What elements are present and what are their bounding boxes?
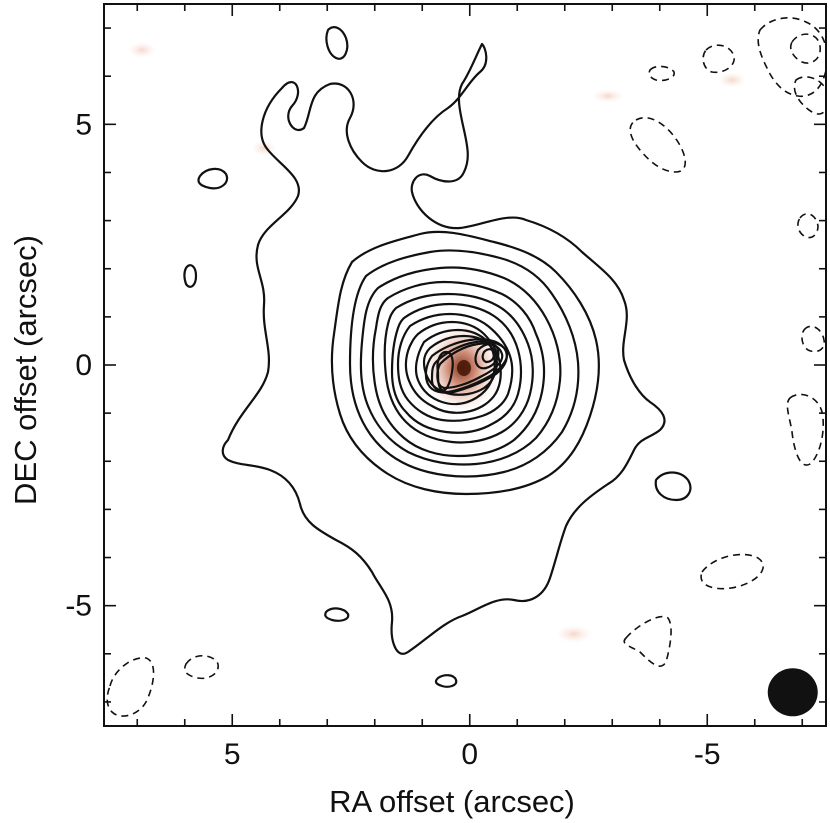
x-tick-label: 0 [461, 738, 478, 771]
y-tick-label: 5 [75, 108, 92, 141]
contour-level-15 [436, 350, 454, 392]
contour-negative [757, 17, 826, 98]
contour-level-2 [330, 230, 600, 496]
contour-negative [623, 615, 672, 667]
emission-blob [718, 72, 746, 88]
x-tick-label: -5 [694, 738, 721, 771]
contour-island [183, 264, 198, 288]
contour-negative [786, 393, 825, 466]
negative-contours [106, 17, 826, 717]
contour-island [325, 26, 349, 60]
contour-level-9 [404, 320, 502, 414]
contour-level-4 [359, 266, 562, 466]
positive-contours [183, 26, 692, 688]
contour-negative [648, 65, 675, 82]
y-axis-title: DEC offset (arcsec) [8, 235, 43, 505]
contour-negative [106, 657, 155, 717]
contour-level-17 [481, 348, 496, 364]
contour-level-8 [396, 312, 514, 422]
contour-level-7 [390, 302, 523, 434]
y-tick-labels: 5 0 -5 [65, 108, 92, 622]
contour-level-6 [383, 292, 534, 444]
contour-level-1 [221, 42, 666, 655]
contour-negative [183, 654, 219, 680]
contour-negative [700, 553, 764, 590]
contour-island [324, 607, 350, 622]
contour-level-10 [414, 328, 496, 406]
beam-ellipse [767, 668, 818, 717]
contour-negative [629, 117, 687, 173]
contour-island [654, 471, 692, 502]
emission-blob [592, 89, 624, 103]
contour-island [434, 674, 458, 688]
contour-level-12 [424, 338, 508, 394]
emission-peak [457, 360, 471, 376]
contour-negative [801, 325, 826, 353]
contour-negative [789, 33, 822, 64]
emission-blob [556, 625, 592, 643]
contour-island [197, 167, 229, 190]
contour-level-3 [348, 249, 580, 478]
contour-level-14 [436, 342, 504, 390]
x-tick-label: 5 [224, 738, 241, 771]
contour-negative [797, 213, 819, 239]
y-tick-label: -5 [65, 590, 92, 623]
contour-level-11 [422, 334, 498, 396]
x-tick-labels: 5 0 -5 [224, 738, 721, 771]
x-axis-title: RA offset (arcsec) [329, 784, 575, 819]
contour-level-13 [430, 340, 509, 394]
y-tick-label: 0 [75, 349, 92, 382]
contour-level-5 [371, 280, 546, 458]
axis-ticks [104, 4, 826, 726]
contour-negative [702, 44, 735, 74]
emission-blob [128, 42, 156, 58]
contour-level-16 [474, 342, 500, 370]
